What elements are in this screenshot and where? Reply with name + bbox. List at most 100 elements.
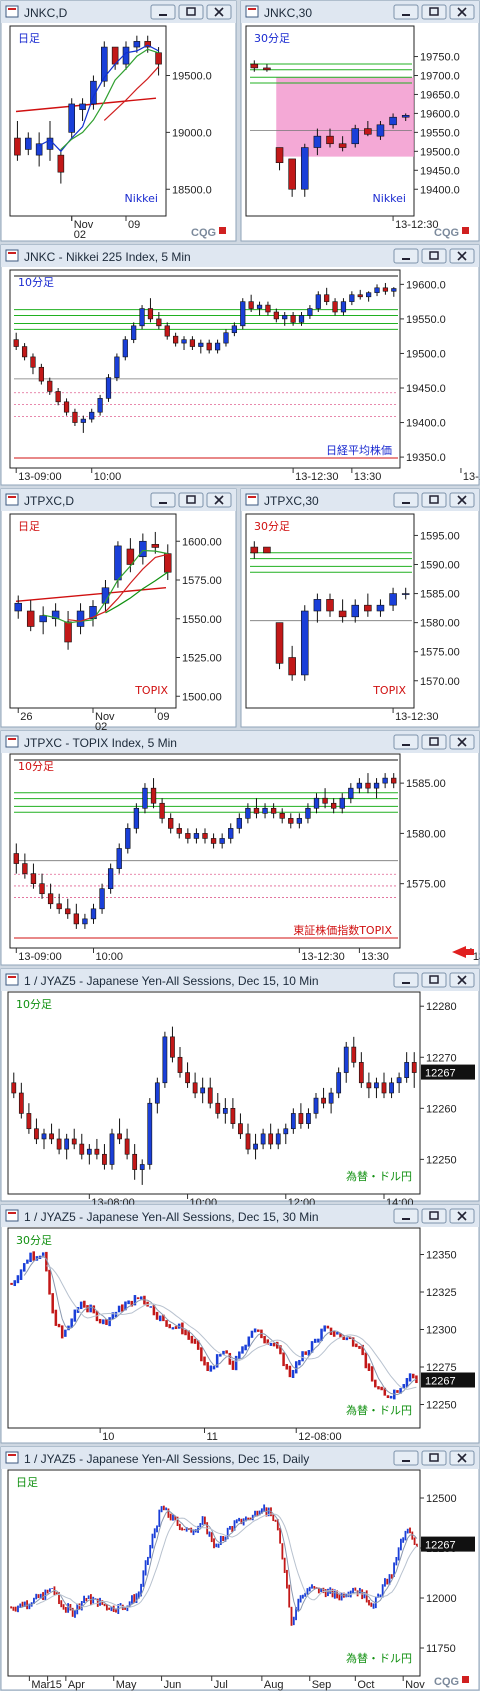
- window-menu-icon[interactable]: [245, 493, 259, 506]
- restore-button-face[interactable]: [421, 492, 447, 508]
- minimize-button[interactable]: [393, 1450, 419, 1466]
- y-tick-label: 19700.0: [420, 71, 460, 83]
- restore-button[interactable]: [421, 1208, 447, 1224]
- window-menu-icon[interactable]: [5, 1209, 19, 1222]
- window-menu-icon[interactable]: [5, 973, 19, 986]
- window-menu-icon[interactable]: [5, 493, 19, 506]
- candle: [268, 1133, 274, 1145]
- candle: [22, 863, 28, 874]
- minimize-button[interactable]: [393, 734, 419, 750]
- close-button[interactable]: [206, 492, 232, 508]
- candle: [176, 828, 182, 834]
- close-button[interactable]: [449, 492, 475, 508]
- candle: [192, 1082, 198, 1094]
- y-tick-label: 12250: [426, 1400, 457, 1412]
- restore-button[interactable]: [421, 492, 447, 508]
- window-menu-icon[interactable]: [5, 1451, 19, 1464]
- plot-area[interactable]: [7, 1227, 421, 1429]
- moving-average-line: [23, 1255, 417, 1396]
- close-button[interactable]: [449, 972, 475, 988]
- chart-marks: [14, 35, 162, 184]
- chart-window-w9: 1 / JYAZ5 - Japanese Yen-All Sessions, D…: [0, 1446, 480, 1691]
- restore-button[interactable]: [421, 248, 447, 264]
- close-button[interactable]: [449, 734, 475, 750]
- minimize-button-face[interactable]: [393, 734, 419, 750]
- restore-button[interactable]: [421, 1450, 447, 1466]
- x-tick-label: Nov: [74, 219, 94, 231]
- timeframe-label: 日足: [16, 1476, 38, 1489]
- restore-button-face[interactable]: [421, 734, 447, 750]
- scroll-arrow-icon-tail[interactable]: [464, 949, 474, 955]
- candle: [139, 540, 147, 558]
- candle: [288, 158, 296, 190]
- restore-button-face[interactable]: [421, 248, 447, 264]
- minimize-button[interactable]: [150, 4, 176, 20]
- candle: [86, 1148, 92, 1155]
- candle: [389, 116, 397, 126]
- candle: [260, 1133, 266, 1145]
- window-menu-icon[interactable]: [5, 735, 19, 748]
- minimize-button[interactable]: [393, 972, 419, 988]
- close-button[interactable]: [449, 4, 475, 20]
- minimize-button-face[interactable]: [150, 4, 176, 20]
- minimize-button[interactable]: [393, 492, 419, 508]
- minimize-button-face[interactable]: [393, 492, 419, 508]
- restore-button-face[interactable]: [421, 1208, 447, 1224]
- series-label: Nikkei: [125, 192, 158, 205]
- window-menu-icon[interactable]: [5, 5, 19, 18]
- minimize-button[interactable]: [150, 492, 176, 508]
- minimize-button-face[interactable]: [393, 972, 419, 988]
- minimize-button-face[interactable]: [393, 248, 419, 264]
- candle: [65, 908, 71, 915]
- close-button[interactable]: [449, 1208, 475, 1224]
- restore-button-face[interactable]: [421, 972, 447, 988]
- plot-area[interactable]: [7, 1469, 421, 1677]
- close-button[interactable]: [449, 248, 475, 264]
- chart-window-w6: JTPXC - TOPIX Index, 5 Min 1575.00 1580.00…: [0, 730, 480, 966]
- minimize-button[interactable]: [393, 248, 419, 264]
- candle: [279, 812, 285, 819]
- minimize-button-face[interactable]: [393, 1450, 419, 1466]
- x-tick-label: 26: [20, 711, 32, 723]
- y-tick-label: 1525.00: [182, 653, 222, 665]
- plot-area[interactable]: [9, 753, 401, 949]
- restore-button-face[interactable]: [178, 4, 204, 20]
- candle: [76, 610, 85, 627]
- brand-logo-mark: [462, 227, 469, 234]
- plot-area[interactable]: [7, 991, 421, 1195]
- restore-icon: [429, 1453, 439, 1462]
- candle: [13, 339, 19, 347]
- restore-button[interactable]: [178, 4, 204, 20]
- y-tick-label: 1585.00: [406, 778, 446, 790]
- candle: [49, 1133, 54, 1140]
- candle: [349, 294, 355, 302]
- restore-button-face[interactable]: [178, 492, 204, 508]
- candle: [90, 80, 97, 105]
- restore-button[interactable]: [421, 734, 447, 750]
- minimize-button-face[interactable]: [393, 4, 419, 20]
- restore-button-face[interactable]: [421, 1450, 447, 1466]
- scroll-arrow-icon[interactable]: [452, 946, 466, 958]
- candle: [219, 838, 225, 844]
- minimize-button[interactable]: [393, 4, 419, 20]
- close-button[interactable]: [206, 4, 232, 20]
- chart-marks: [10, 1504, 418, 1626]
- candle: [356, 782, 363, 789]
- series-label: 為替・ドル円: [346, 1651, 412, 1665]
- y-tick-label: 1500.00: [182, 691, 222, 703]
- minimize-button-face[interactable]: [393, 1208, 419, 1224]
- close-button[interactable]: [449, 1450, 475, 1466]
- y-tick-label: 12250: [426, 1154, 457, 1166]
- close-icon: [457, 737, 467, 747]
- restore-button[interactable]: [421, 4, 447, 20]
- minimize-button-face[interactable]: [150, 492, 176, 508]
- restore-button-face[interactable]: [421, 4, 447, 20]
- window-menu-icon[interactable]: [5, 249, 19, 262]
- minimize-button[interactable]: [393, 1208, 419, 1224]
- plot-area[interactable]: [9, 269, 401, 469]
- window-menu-icon[interactable]: [245, 5, 259, 18]
- plot-area[interactable]: [9, 25, 167, 217]
- restore-button[interactable]: [178, 492, 204, 508]
- restore-button[interactable]: [421, 972, 447, 988]
